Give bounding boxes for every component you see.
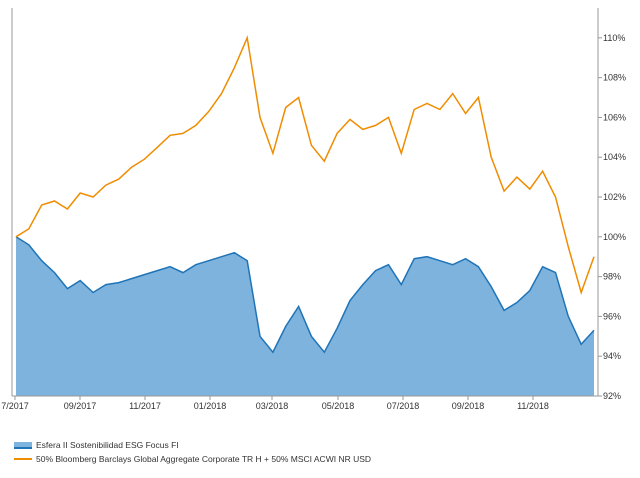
y-tick-label: 92% (603, 391, 621, 401)
legend-item-benchmark[interactable]: 50% Bloomberg Barclays Global Aggregate … (14, 452, 371, 466)
legend-label-fund: Esfera II Sostenibilidad ESG Focus FI (36, 440, 179, 450)
x-tick-label: 09/2017 (64, 401, 97, 411)
x-tick-label: 01/2018 (194, 401, 227, 411)
legend-swatch-fund (14, 441, 32, 449)
x-tick-label: 11/2017 (129, 401, 161, 411)
y-tick-label: 104% (603, 152, 626, 162)
series-fund-line (15, 236, 595, 354)
x-tick-label: 05/2018 (322, 401, 355, 411)
x-tick-label: 03/2018 (256, 401, 289, 411)
y-axis: 110% 108% 106% 104% 102% 100% 98% 96% 94% 92% (597, 8, 626, 401)
x-tick-label: 11/2018 (517, 401, 549, 411)
y-tick-label: 100% (603, 232, 626, 242)
y-tick-label: 106% (603, 112, 626, 122)
legend-swatch-benchmark (14, 458, 32, 460)
y-tick-label: 98% (603, 272, 621, 282)
legend-label-benchmark: 50% Bloomberg Barclays Global Aggregate … (36, 454, 372, 464)
x-axis: 7/2017 09/2017 11/2017 01/2018 03/2018 05/201… (1, 395, 598, 411)
y-tick-label: 110% (603, 33, 625, 43)
series-fund-area (16, 236, 594, 396)
y-tick-label: 94% (603, 351, 621, 361)
y-tick-label: 96% (603, 311, 621, 321)
legend-item-fund[interactable]: Esfera II Sostenibilidad ESG Focus FI (14, 438, 371, 452)
plot-area (11, 8, 595, 396)
y-tick-label: 102% (603, 192, 626, 202)
series-benchmark-line (15, 35, 595, 295)
x-tick-label: 09/2018 (452, 401, 485, 411)
y-tick-label: 108% (603, 73, 626, 83)
chart-legend: Esfera II Sostenibilidad ESG Focus FI 50… (14, 438, 371, 466)
x-tick-label: 7/2017 (1, 401, 29, 411)
x-tick-label: 07/2018 (387, 401, 420, 411)
